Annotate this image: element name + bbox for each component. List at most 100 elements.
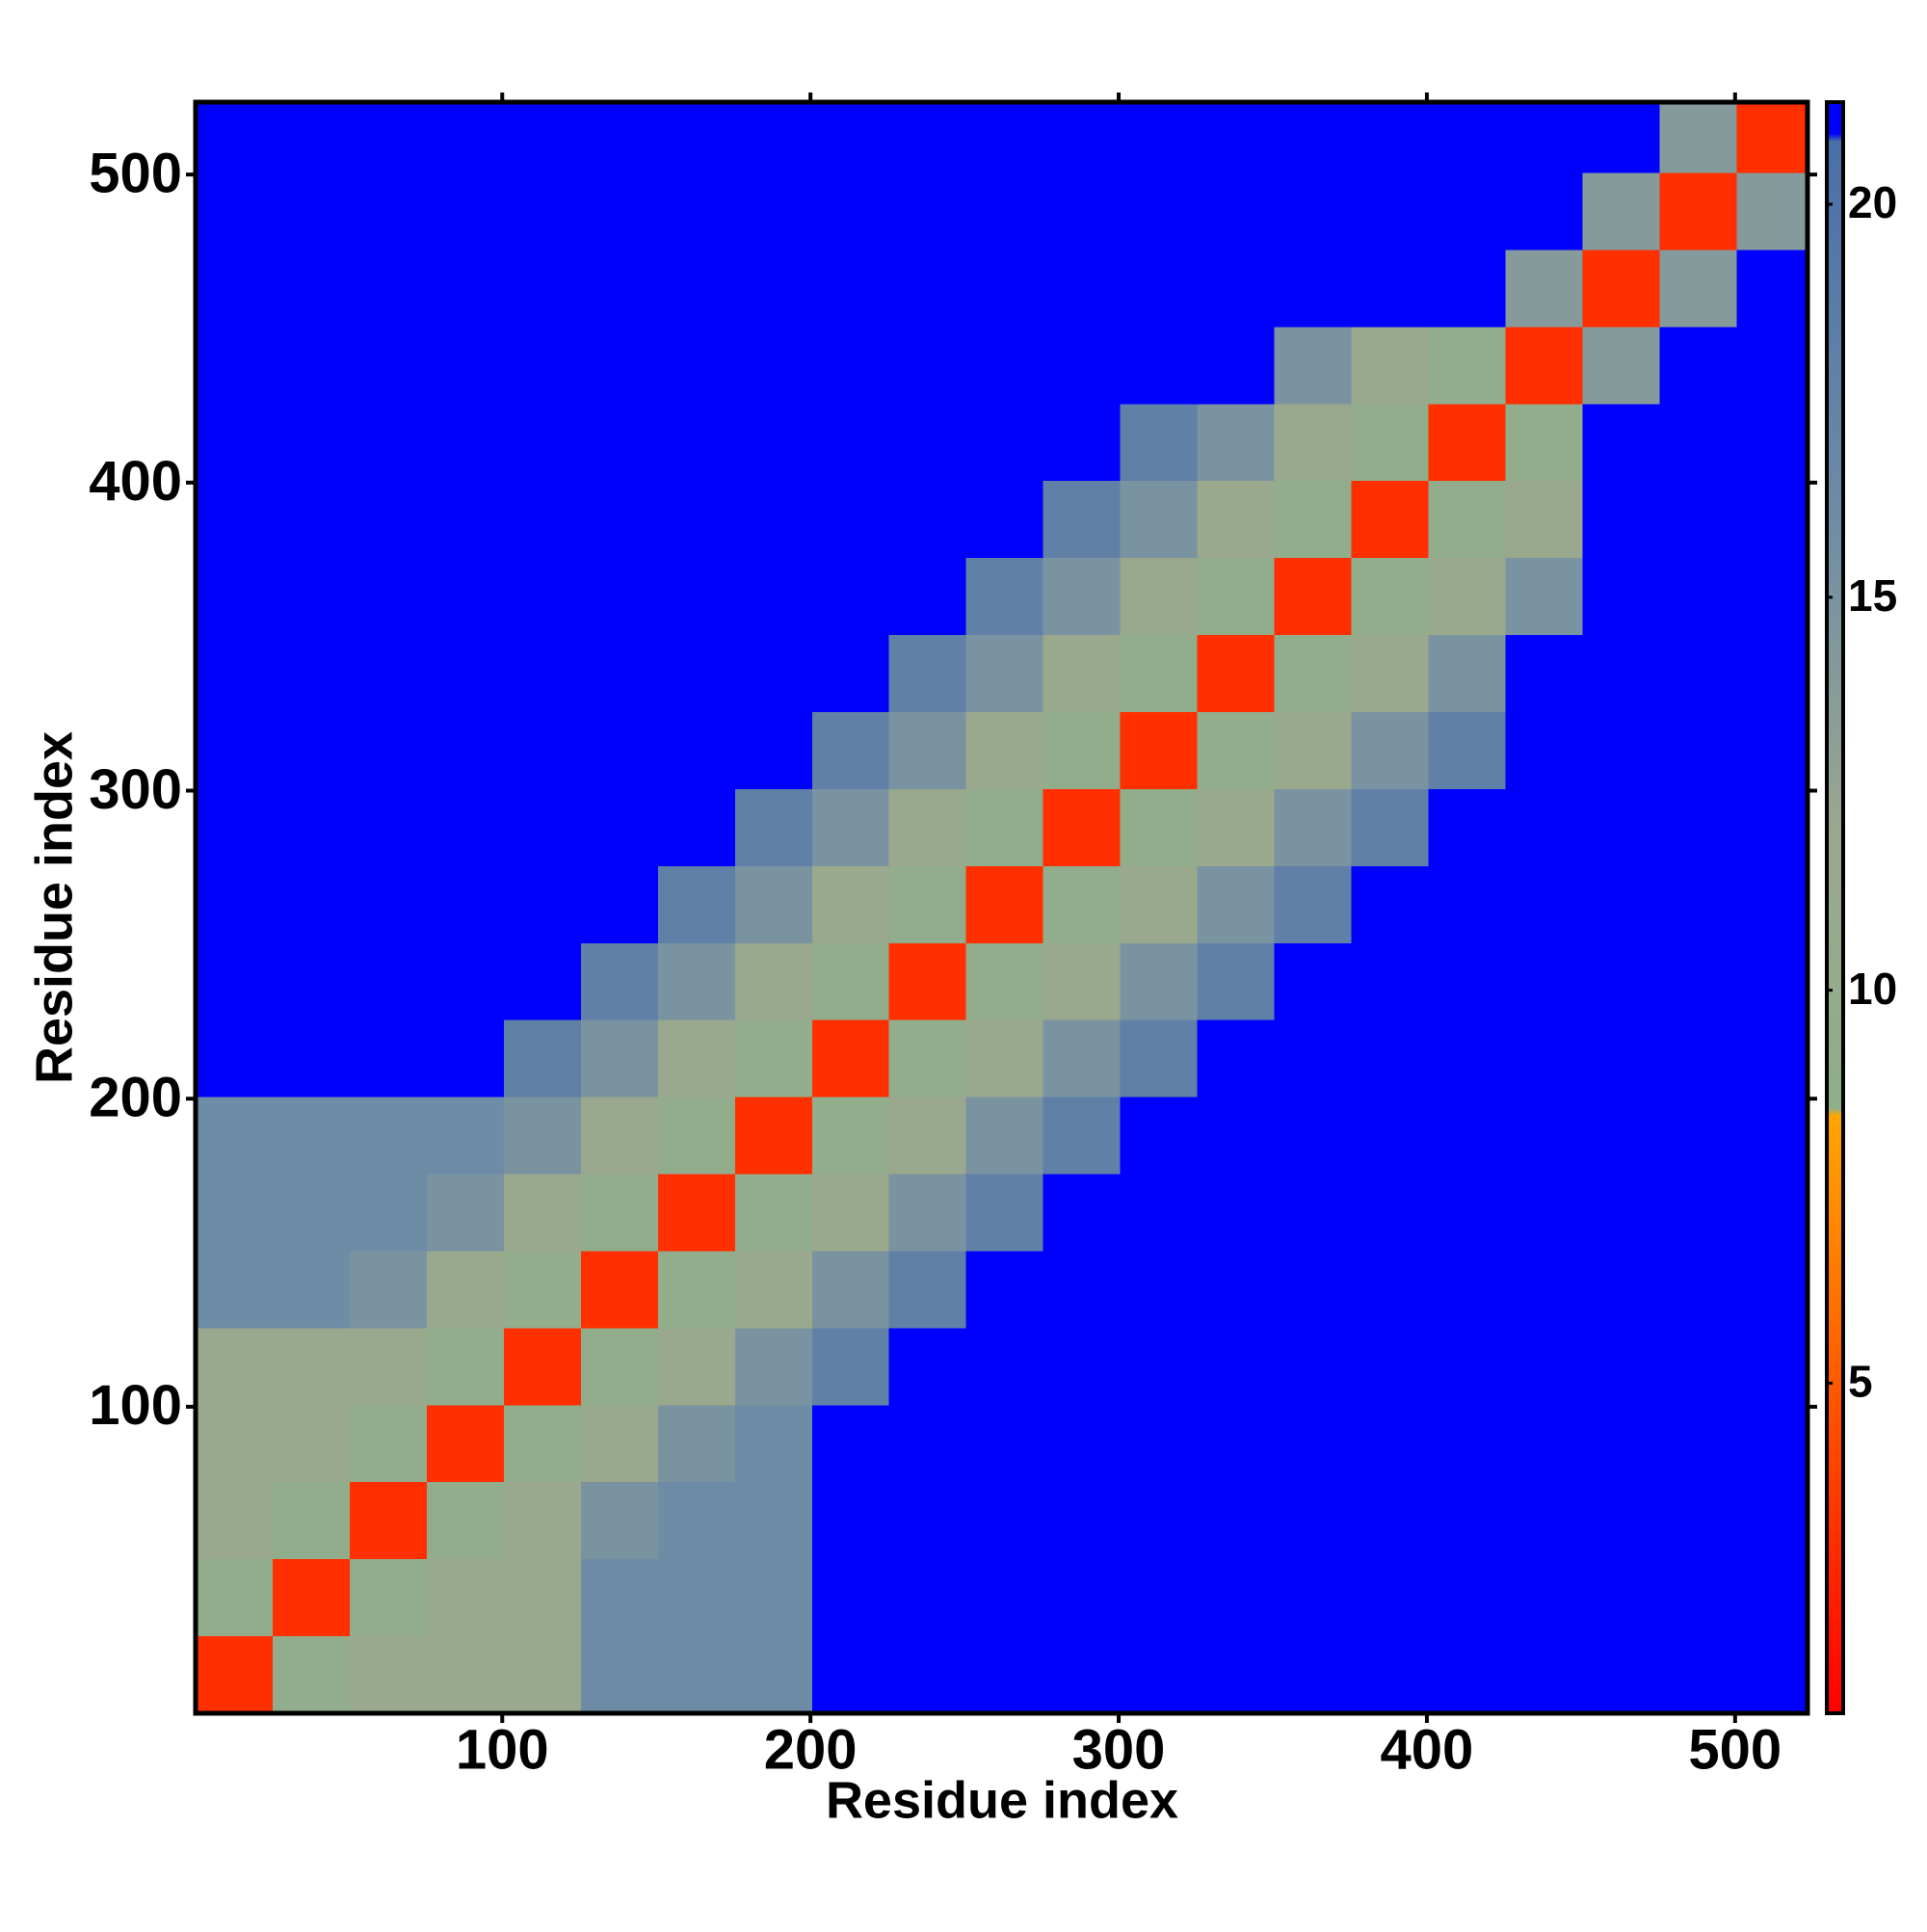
heatmap-cell bbox=[580, 711, 658, 789]
heatmap-cell bbox=[1736, 404, 1808, 482]
heatmap-cell bbox=[965, 865, 1043, 943]
heatmap-cell bbox=[888, 172, 966, 251]
heatmap-cell bbox=[1659, 635, 1737, 712]
heatmap-cell bbox=[811, 1174, 889, 1252]
heatmap-cell bbox=[1351, 635, 1429, 712]
heatmap-cell bbox=[1043, 172, 1121, 251]
heatmap-cell bbox=[1505, 635, 1583, 712]
heatmap-cell bbox=[1736, 1097, 1808, 1175]
heatmap-cell bbox=[1197, 1174, 1275, 1252]
heatmap-cell bbox=[580, 1482, 658, 1560]
heatmap-cell bbox=[1582, 635, 1660, 712]
heatmap-cell bbox=[580, 1405, 658, 1483]
heatmap-cell bbox=[657, 635, 735, 712]
heatmap-cell bbox=[1043, 558, 1121, 636]
heatmap-cell bbox=[1428, 1174, 1506, 1252]
heatmap-cell bbox=[888, 942, 966, 1020]
heatmap-cell bbox=[1274, 102, 1352, 173]
heatmap-cell bbox=[657, 481, 735, 559]
x-tick-label: 100 bbox=[456, 1718, 549, 1781]
heatmap-cell bbox=[1505, 1559, 1583, 1637]
heatmap-cell bbox=[811, 102, 889, 173]
heatmap-cell bbox=[503, 865, 581, 943]
heatmap-cell bbox=[1351, 1251, 1429, 1329]
heatmap-cell bbox=[1043, 1097, 1121, 1175]
heatmap-cell bbox=[734, 404, 812, 482]
heatmap-cell bbox=[1659, 1251, 1737, 1329]
heatmap-cell bbox=[196, 327, 273, 405]
heatmap-cell bbox=[1197, 172, 1275, 251]
heatmap-cell bbox=[1505, 1482, 1583, 1560]
heatmap-cell bbox=[1736, 1636, 1808, 1713]
heatmap-cell bbox=[196, 1482, 273, 1560]
heatmap-cell bbox=[1043, 1019, 1121, 1098]
heatmap-cell bbox=[1043, 788, 1121, 866]
heatmap-cell bbox=[1274, 327, 1352, 405]
heatmap-cell bbox=[503, 327, 581, 405]
heatmap-cell bbox=[580, 481, 658, 559]
heatmap-cell bbox=[1043, 865, 1121, 943]
y-axis-title: Residue index bbox=[25, 731, 83, 1084]
heatmap-cell bbox=[503, 250, 581, 328]
heatmap-cell bbox=[1428, 1405, 1506, 1483]
heatmap-cell bbox=[196, 1559, 273, 1637]
heatmap-cell bbox=[349, 1251, 427, 1329]
heatmap-cell bbox=[1505, 711, 1583, 789]
heatmap-cell bbox=[1351, 942, 1429, 1020]
heatmap-cell bbox=[811, 558, 889, 636]
heatmap-cell bbox=[1274, 1251, 1352, 1329]
heatmap-cell bbox=[1120, 635, 1198, 712]
heatmap-cell bbox=[1736, 1251, 1808, 1329]
heatmap-cell bbox=[580, 327, 658, 405]
heatmap-cell bbox=[349, 1097, 427, 1175]
heatmap-cell bbox=[1505, 1019, 1583, 1098]
heatmap-cell bbox=[1120, 1405, 1198, 1483]
heatmap-cell bbox=[272, 1482, 350, 1560]
colorbar-tick-label: 20 bbox=[1848, 177, 1897, 227]
heatmap-cell bbox=[1736, 635, 1808, 712]
heatmap-cell bbox=[1274, 1174, 1352, 1252]
heatmap-cell bbox=[196, 1328, 273, 1406]
heatmap-cell bbox=[1736, 1559, 1808, 1637]
heatmap-cell bbox=[1505, 1636, 1583, 1713]
heatmap-cell bbox=[811, 481, 889, 559]
heatmap-cell bbox=[426, 327, 504, 405]
heatmap-cell bbox=[965, 172, 1043, 251]
heatmap-cell bbox=[1505, 172, 1583, 251]
heatmap-cell bbox=[734, 1636, 812, 1713]
heatmap-cell bbox=[426, 1328, 504, 1406]
heatmap-cell bbox=[965, 102, 1043, 173]
heatmap-cell bbox=[580, 788, 658, 866]
heatmap-cell bbox=[734, 1019, 812, 1098]
heatmap-cell bbox=[1197, 558, 1275, 636]
heatmap-cell bbox=[1582, 327, 1660, 405]
heatmap-cell bbox=[1274, 942, 1352, 1020]
heatmap-cell bbox=[580, 1559, 658, 1637]
heatmap-cell bbox=[580, 404, 658, 482]
heatmap-cell bbox=[1659, 404, 1737, 482]
heatmap-cell bbox=[196, 865, 273, 943]
heatmap-cell bbox=[1351, 481, 1429, 559]
heatmap-cell bbox=[965, 635, 1043, 712]
heatmap-cell bbox=[1197, 1405, 1275, 1483]
heatmap-cell bbox=[888, 1405, 966, 1483]
heatmap-cell bbox=[1351, 172, 1429, 251]
heatmap-cell bbox=[1197, 1636, 1275, 1713]
heatmap-cell bbox=[1428, 942, 1506, 1020]
heatmap-cell bbox=[1582, 250, 1660, 328]
heatmap-cell bbox=[272, 942, 350, 1020]
heatmap-cell bbox=[734, 711, 812, 789]
heatmap-cell bbox=[888, 1097, 966, 1175]
heatmap-cell bbox=[580, 558, 658, 636]
heatmap-cell bbox=[1736, 250, 1808, 328]
heatmap-cell bbox=[272, 1174, 350, 1252]
heatmap-cell bbox=[426, 1174, 504, 1252]
heatmap-cell bbox=[503, 1251, 581, 1329]
heatmap-cell bbox=[272, 404, 350, 482]
heatmap-cell bbox=[426, 865, 504, 943]
heatmap-cell bbox=[965, 327, 1043, 405]
heatmap-cell bbox=[1120, 711, 1198, 789]
heatmap-cell bbox=[1582, 1482, 1660, 1560]
heatmap-cell bbox=[272, 1019, 350, 1098]
heatmap-cell bbox=[1582, 788, 1660, 866]
